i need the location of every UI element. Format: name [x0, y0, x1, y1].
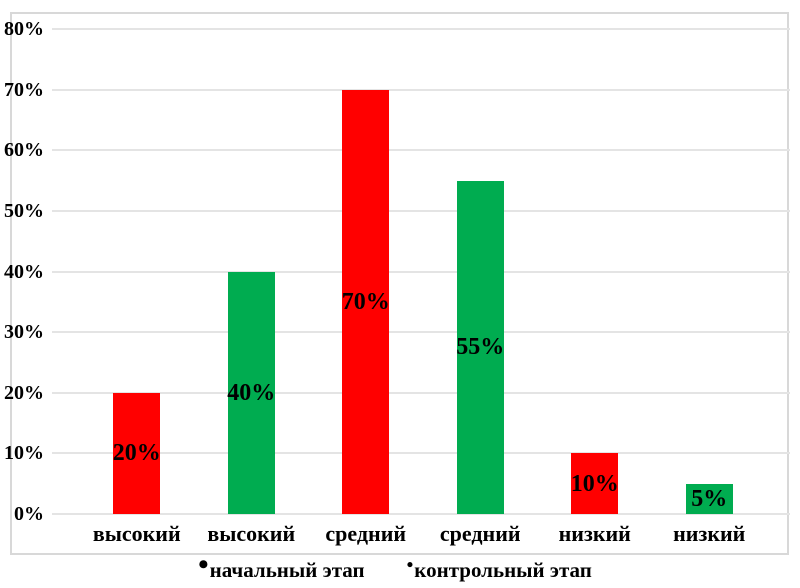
- y-axis-tick-label: 20%: [4, 381, 44, 404]
- gridline: [52, 209, 790, 212]
- gridline: [52, 270, 790, 273]
- y-axis-tick-label: 0%: [14, 503, 44, 525]
- bar-data-label: 40%: [227, 379, 276, 406]
- gridline: [52, 331, 790, 334]
- y-axis-tick-label: 50%: [4, 199, 44, 222]
- bar-высокий-control: 40%: [227, 271, 276, 514]
- y-axis-tick-label: 80%: [4, 18, 44, 40]
- gridline: [52, 391, 790, 394]
- gridline: [52, 513, 790, 515]
- bar-высокий-initial: 20%: [112, 392, 161, 514]
- legend-item-initial-stage: •начальный этап: [198, 548, 365, 583]
- bar-средний-control: 55%: [456, 180, 505, 514]
- x-axis-category-label: средний: [439, 521, 521, 546]
- bar-data-label: 55%: [456, 334, 505, 361]
- y-axis-tick-label: 30%: [4, 321, 44, 344]
- bar-data-label: 70%: [341, 288, 390, 315]
- bar-средний-initial: 70%: [341, 89, 390, 514]
- bar-низкий-control: 5%: [685, 483, 733, 514]
- bar-data-label: 10%: [570, 470, 619, 497]
- gridline: [52, 28, 790, 30]
- y-axis-tick-label: 70%: [4, 78, 44, 101]
- x-axis-category-label: средний: [325, 521, 407, 546]
- y-axis-tick-label: 10%: [4, 442, 44, 465]
- y-axis-tick-label: 60%: [4, 139, 44, 162]
- bar-низкий-initial: 10%: [570, 453, 619, 514]
- legend: •начальный этап •контрольный этап: [0, 548, 790, 583]
- chart-frame: [10, 12, 789, 555]
- x-axis-category-label: низкий: [558, 521, 631, 546]
- x-axis-category-label: низкий: [673, 521, 746, 546]
- y-axis-tick-label: 40%: [4, 260, 44, 283]
- legend-item-label: контрольный этап: [414, 558, 592, 582]
- gridline: [52, 88, 790, 91]
- bar-data-label: 20%: [112, 440, 161, 467]
- bar-data-label: 5%: [691, 485, 728, 512]
- gridline: [52, 149, 790, 152]
- plot-area: 20% 40% 70% 55% 10% 5%: [52, 28, 790, 515]
- legend-item-label: начальный этап: [209, 558, 365, 582]
- legend-item-control-stage: •контрольный этап: [406, 555, 592, 582]
- gridline: [52, 452, 790, 455]
- x-axis-category-label: высокий: [92, 521, 181, 546]
- x-axis-category-label: высокий: [207, 521, 296, 546]
